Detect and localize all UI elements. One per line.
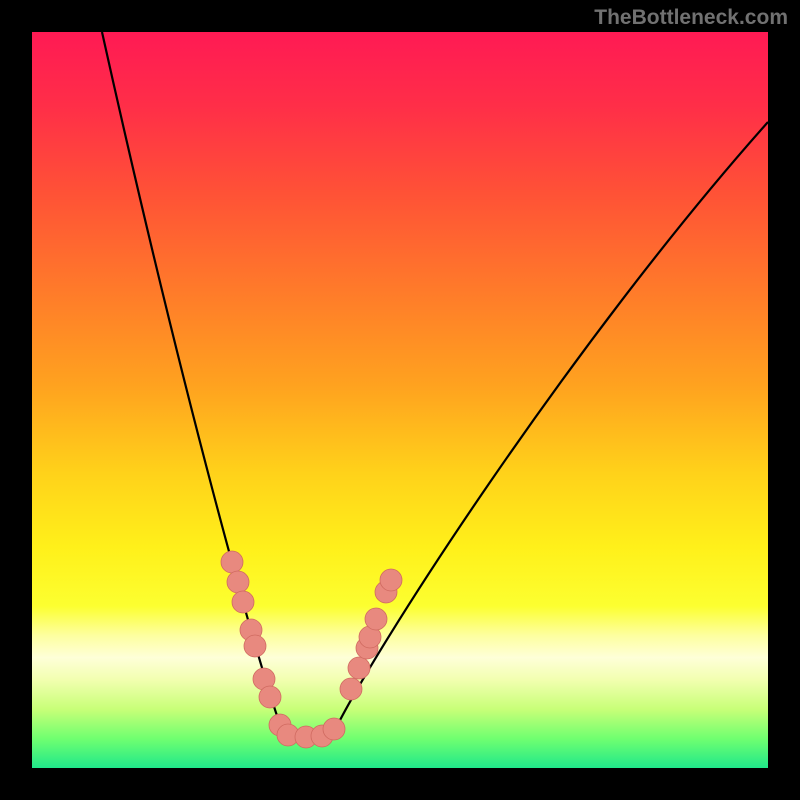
chart-frame: TheBottleneck.com	[0, 0, 800, 800]
marker-dot	[323, 718, 345, 740]
marker-dot	[365, 608, 387, 630]
marker-dot	[348, 657, 370, 679]
marker-dot	[244, 635, 266, 657]
marker-dot	[380, 569, 402, 591]
marker-dot	[340, 678, 362, 700]
data-markers	[221, 551, 402, 748]
marker-dot	[232, 591, 254, 613]
plot-area	[32, 32, 768, 768]
marker-dot	[221, 551, 243, 573]
bottleneck-curve	[102, 32, 768, 739]
curve-layer	[32, 32, 768, 768]
marker-dot	[259, 686, 281, 708]
marker-dot	[227, 571, 249, 593]
watermark-text: TheBottleneck.com	[594, 6, 788, 30]
